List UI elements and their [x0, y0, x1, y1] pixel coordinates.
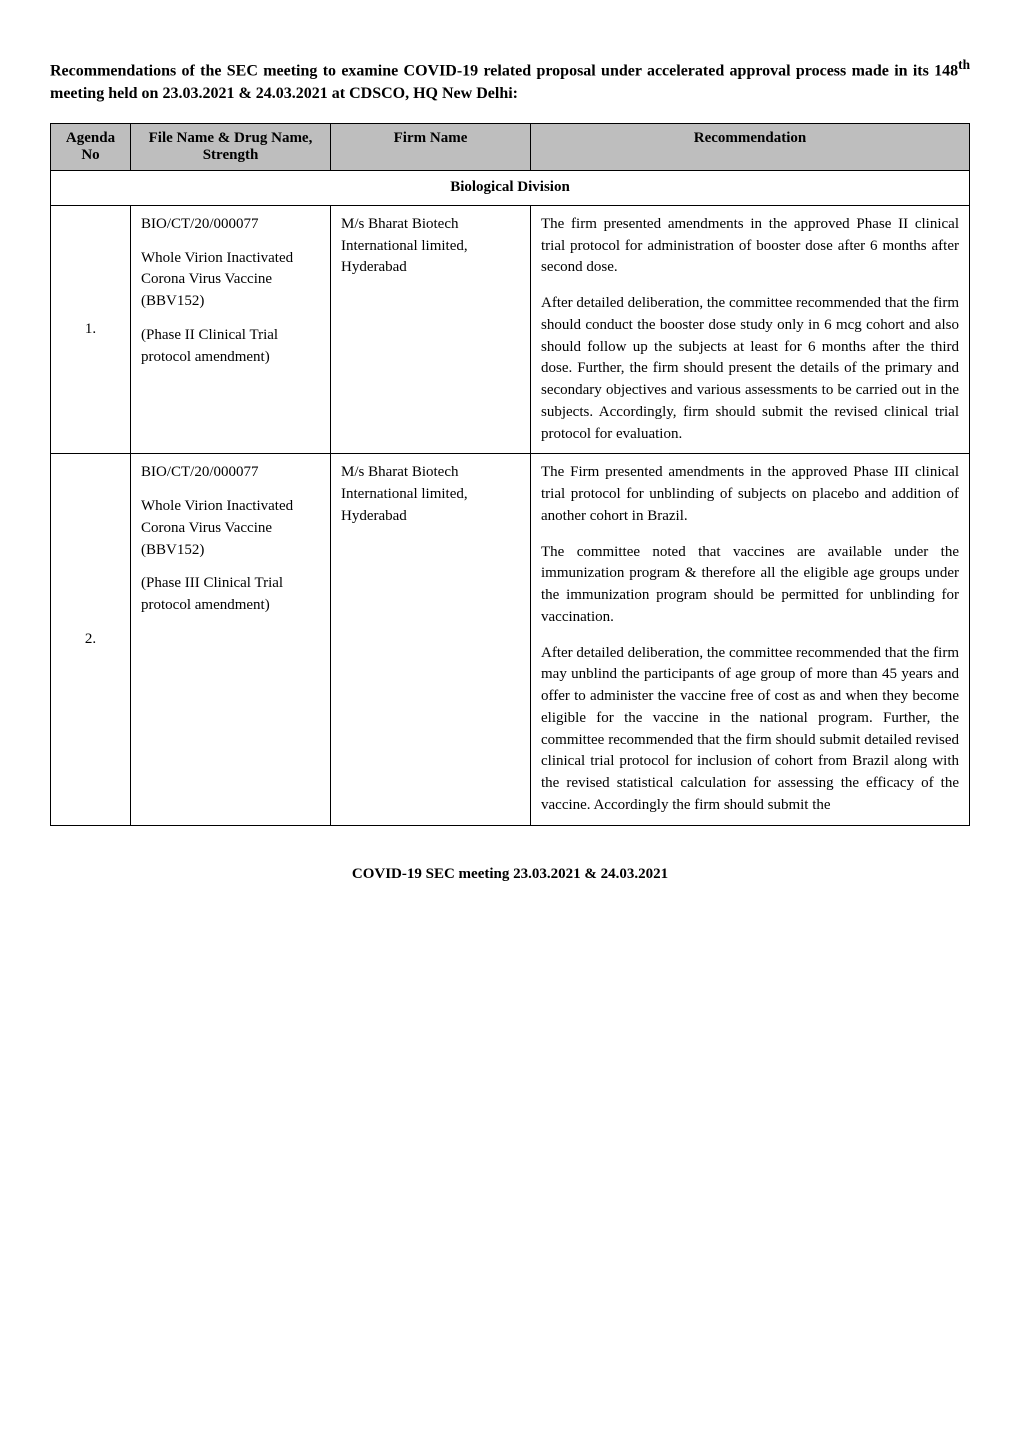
section-header-row: Biological Division	[51, 171, 970, 206]
rec-para: The committee noted that vaccines are av…	[541, 542, 959, 629]
agenda-no: 1.	[51, 205, 131, 454]
rec-para: The firm presented amendments in the app…	[541, 214, 959, 279]
col-header-rec: Recommendation	[531, 124, 970, 171]
page-footer: COVID-19 SEC meeting 23.03.2021 & 24.03.…	[50, 866, 970, 883]
intro-paragraph: Recommendations of the SEC meeting to ex…	[50, 56, 970, 105]
col-header-file: File Name & Drug Name, Strength	[131, 124, 331, 171]
intro-before-sup: Recommendations of the SEC meeting to ex…	[50, 62, 958, 79]
file-cell: BIO/CT/20/000077 Whole Virion Inactivate…	[131, 205, 331, 454]
rec-para: After detailed deliberation, the committ…	[541, 293, 959, 445]
col-header-agenda: Agenda No	[51, 124, 131, 171]
col-header-firm: Firm Name	[331, 124, 531, 171]
file-desc: Whole Virion Inactivated Corona Virus Va…	[141, 248, 320, 313]
file-id: BIO/CT/20/000077	[141, 462, 320, 484]
firm-name: M/s Bharat Biotech International limited…	[341, 462, 520, 527]
recommendations-table: Agenda No File Name & Drug Name, Strengt…	[50, 123, 970, 826]
section-header: Biological Division	[51, 171, 970, 206]
intro-sup: th	[958, 57, 970, 72]
file-phase: (Phase III Clinical Trial protocol amend…	[141, 573, 320, 617]
file-desc: Whole Virion Inactivated Corona Virus Va…	[141, 496, 320, 561]
recommendation-cell: The firm presented amendments in the app…	[531, 205, 970, 454]
intro-after-sup: meeting held on 23.03.2021 & 24.03.2021 …	[50, 85, 518, 102]
recommendation-cell: The Firm presented amendments in the app…	[531, 454, 970, 825]
table-header-row: Agenda No File Name & Drug Name, Strengt…	[51, 124, 970, 171]
table-row: 1. BIO/CT/20/000077 Whole Virion Inactiv…	[51, 205, 970, 454]
table-row: 2. BIO/CT/20/000077 Whole Virion Inactiv…	[51, 454, 970, 825]
rec-para: The Firm presented amendments in the app…	[541, 462, 959, 527]
firm-name: M/s Bharat Biotech International limited…	[341, 214, 520, 279]
file-id: BIO/CT/20/000077	[141, 214, 320, 236]
file-cell: BIO/CT/20/000077 Whole Virion Inactivate…	[131, 454, 331, 825]
firm-cell: M/s Bharat Biotech International limited…	[331, 205, 531, 454]
file-phase: (Phase II Clinical Trial protocol amendm…	[141, 325, 320, 369]
firm-cell: M/s Bharat Biotech International limited…	[331, 454, 531, 825]
rec-para: After detailed deliberation, the committ…	[541, 643, 959, 817]
agenda-no: 2.	[51, 454, 131, 825]
